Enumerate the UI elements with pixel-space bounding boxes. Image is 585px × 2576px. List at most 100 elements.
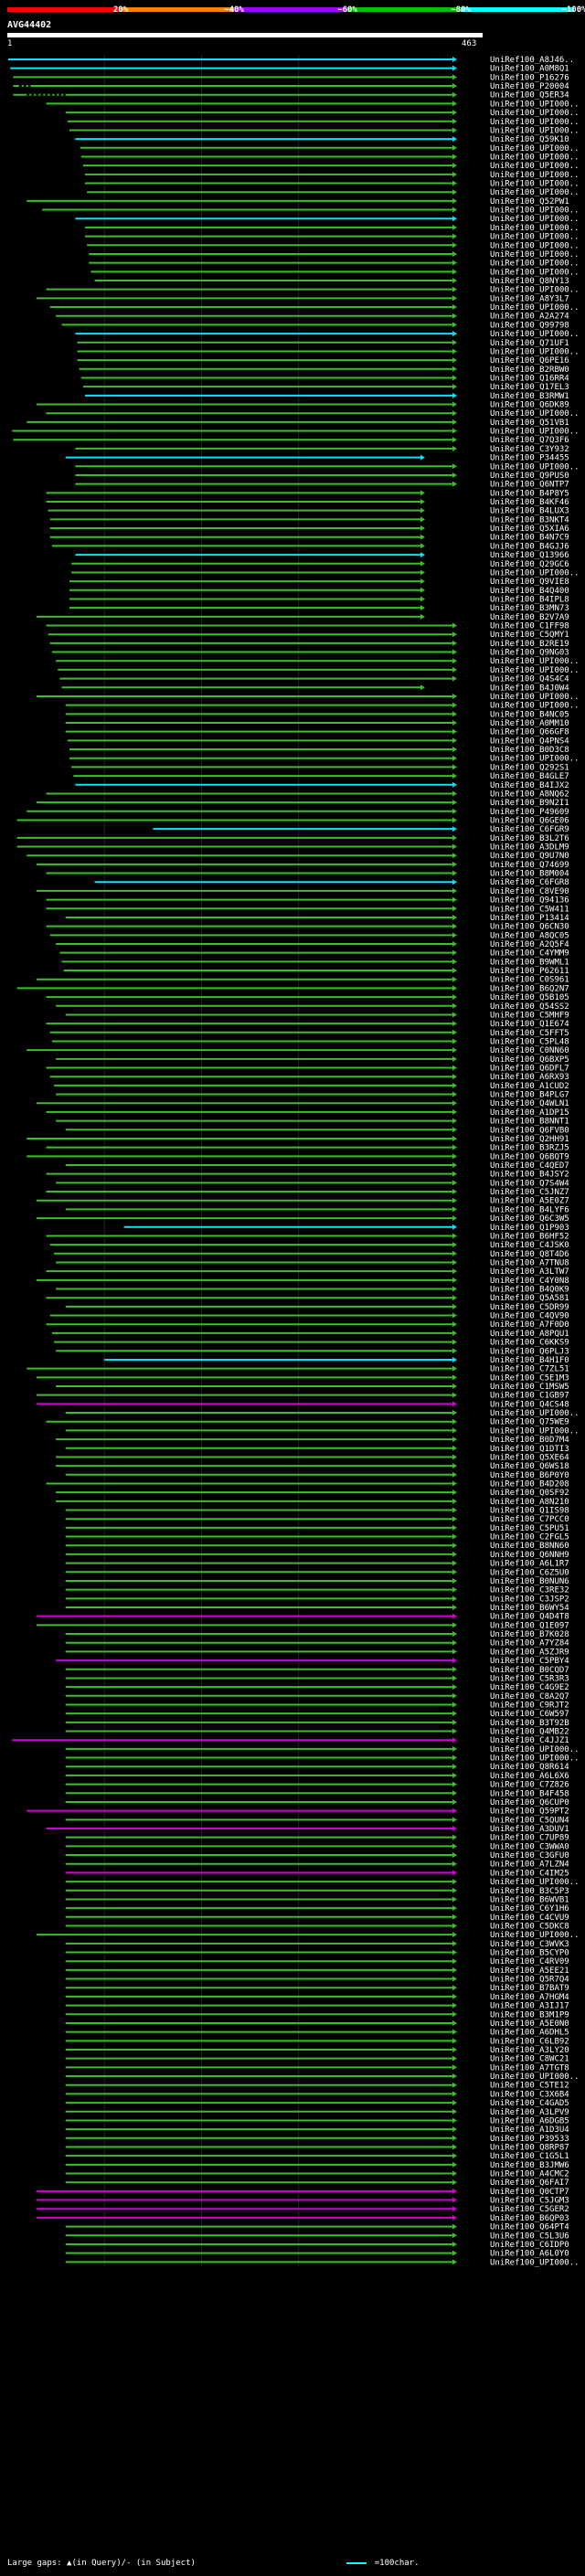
hit-label: UniRef100_C3RE32	[490, 1586, 569, 1595]
hit-label: UniRef100_UPI000..	[490, 1745, 580, 1754]
hit-row: UniRef100_B4GLE7	[73, 772, 569, 781]
hit-row: UniRef100_C5PBY4	[56, 1657, 569, 1666]
hit-label: UniRef100_C5R3R3	[490, 1674, 569, 1683]
hit-arrowhead	[452, 985, 457, 991]
hit-row: UniRef100_C7ZL51	[27, 1365, 569, 1374]
hit-row: UniRef100_B4J0W4	[61, 684, 569, 693]
hit-label: UniRef100_B6WVB1	[490, 1895, 569, 1904]
hit-row: UniRef100_B6HF52	[46, 1232, 569, 1241]
hit-arrowhead	[452, 189, 457, 196]
hit-row: UniRef100_B8M004	[46, 870, 569, 879]
hit-label: UniRef100_UPI000..	[490, 250, 580, 260]
hit-arrowhead	[452, 1560, 457, 1566]
scale-segment	[461, 7, 574, 12]
hit-row: UniRef100_A4CMC2	[65, 2170, 569, 2179]
hit-label: UniRef100_A1D3U4	[490, 2125, 569, 2135]
hit-row: UniRef100_P13414	[65, 914, 569, 923]
hit-row: UniRef100_B4Q0K9	[56, 1286, 569, 1295]
hit-label: UniRef100_A3LY20	[490, 2046, 569, 2055]
scale-label: ~60%	[337, 5, 357, 15]
hit-label: UniRef100_A3DLM9	[490, 843, 569, 853]
legend-gaps-text: Large gaps: ▲(in Query)/- (in Subject)	[7, 2559, 196, 2568]
hit-arrowhead	[452, 1268, 457, 1275]
hit-arrowhead	[452, 118, 457, 124]
hit-arrowhead	[452, 2161, 457, 2168]
hit-row: UniRef100_Q5B105	[46, 993, 569, 1002]
hit-row: UniRef100_P62611	[63, 967, 569, 976]
hit-arrowhead	[452, 1826, 457, 1831]
hit-row: UniRef100_C5MHF9	[65, 1011, 569, 1020]
hit-arrowhead	[452, 144, 457, 151]
hit-label: UniRef100_A8QC05	[490, 931, 569, 940]
hit-label: UniRef100_A3DUV1	[490, 1825, 569, 1834]
hit-label: UniRef100_C5MHF9	[490, 1011, 569, 1020]
scale-label: ~80%	[451, 5, 471, 15]
hit-arrowhead	[452, 2144, 457, 2150]
hit-row: UniRef100_C7Z826	[65, 1781, 569, 1790]
hit-arrowhead	[452, 2214, 457, 2221]
hit-label: UniRef100_Q6CN30	[490, 923, 569, 932]
hit-label: UniRef100_UPI000..	[490, 171, 580, 180]
hit-label: UniRef100_B4LUX3	[490, 507, 569, 516]
hit-label: UniRef100_Q5R7Q4	[490, 1976, 569, 1985]
hit-row: UniRef100_B6P0Y0	[65, 1471, 569, 1480]
hit-arrowhead	[420, 454, 425, 461]
hit-arrowhead	[452, 1206, 457, 1213]
hit-row: UniRef100_Q6CUP0	[65, 1798, 569, 1807]
hit-arrowhead	[452, 1658, 457, 1664]
hit-label: UniRef100_Q0CTP7	[490, 2188, 569, 2197]
hit-arrowhead	[452, 1595, 457, 1602]
hit-row: UniRef100_UPI000..	[67, 118, 580, 127]
hit-row: UniRef100_Q1IS98	[65, 1507, 569, 1516]
hit-arrowhead	[452, 1021, 457, 1027]
hit-row: UniRef100_C5PU51	[65, 1524, 569, 1533]
hit-arrowhead	[452, 941, 457, 947]
hit-label: UniRef100_Q29GC6	[490, 560, 569, 569]
hit-label: UniRef100_C4CVU9	[490, 1913, 569, 1923]
hit-label: UniRef100_UPI000..	[490, 330, 580, 339]
hit-row: UniRef100_UPI000..	[36, 693, 580, 702]
hit-arrowhead	[420, 507, 425, 514]
hit-arrowhead	[452, 2055, 457, 2062]
hit-row: UniRef100_C5W411	[46, 905, 569, 914]
hit-row: UniRef100_B9WML1	[61, 958, 569, 967]
hit-label: UniRef100_B9WML1	[490, 958, 569, 967]
hit-label: UniRef100_C5QUN4	[490, 1816, 569, 1825]
hit-arrowhead	[452, 197, 457, 204]
hit-row: UniRef100_Q6PE16	[77, 356, 569, 366]
hit-label: UniRef100_Q6FVB0	[490, 1126, 569, 1135]
hit-row: UniRef100_UPI000..	[89, 260, 580, 269]
hit-row: UniRef100_B2RBW0	[79, 366, 569, 375]
hit-row: UniRef100_UPI000..	[36, 1931, 580, 1940]
hit-arrowhead	[452, 622, 457, 629]
hit-arrowhead	[420, 596, 425, 602]
hit-arrowhead	[452, 1586, 457, 1593]
hit-label: UniRef100_A3LTW7	[490, 1267, 569, 1277]
hit-label: UniRef100_C9RJT2	[490, 1701, 569, 1710]
hit-arrowhead	[452, 702, 457, 708]
hit-label: UniRef100_C1GB97	[490, 1392, 569, 1401]
hit-row: UniRef100_A5ZJR9	[65, 1648, 569, 1657]
hit-label: UniRef100_Q9VIE8	[490, 578, 569, 587]
hit-arrowhead	[452, 384, 457, 390]
hit-label: UniRef100_P16276	[490, 73, 569, 82]
hit-label: UniRef100_P34455	[490, 454, 569, 463]
hit-row: UniRef100_A5E0N0	[65, 2019, 569, 2029]
hit-label: UniRef100_A1DP15	[490, 1108, 569, 1118]
hit-arrowhead	[452, 1436, 457, 1443]
hit-row: UniRef100_P20004	[13, 82, 569, 91]
hit-row: UniRef100_Q16RR4	[80, 374, 569, 383]
hit-row: UniRef100_A3LTW7	[46, 1267, 569, 1277]
hit-arrowhead	[452, 1427, 457, 1434]
hit-label: UniRef100_Q5A581	[490, 1294, 569, 1303]
hit-label: UniRef100_Q8T4D6	[490, 1250, 569, 1259]
hit-arrowhead	[452, 1976, 457, 1982]
hit-label: UniRef100_C4YMM9	[490, 949, 569, 959]
hit-arrowhead	[452, 127, 457, 133]
hit-label: UniRef100_A3LPV9	[490, 2108, 569, 2117]
hit-row: UniRef100_Q74699	[36, 861, 569, 870]
hit-row: UniRef100_C8WC21	[65, 2055, 569, 2064]
hit-label: UniRef100_A5E0Z7	[490, 1197, 569, 1206]
hit-row: UniRef100_A7YZ84	[65, 1639, 569, 1648]
hit-row: UniRef100_B4IPL8	[69, 595, 569, 604]
